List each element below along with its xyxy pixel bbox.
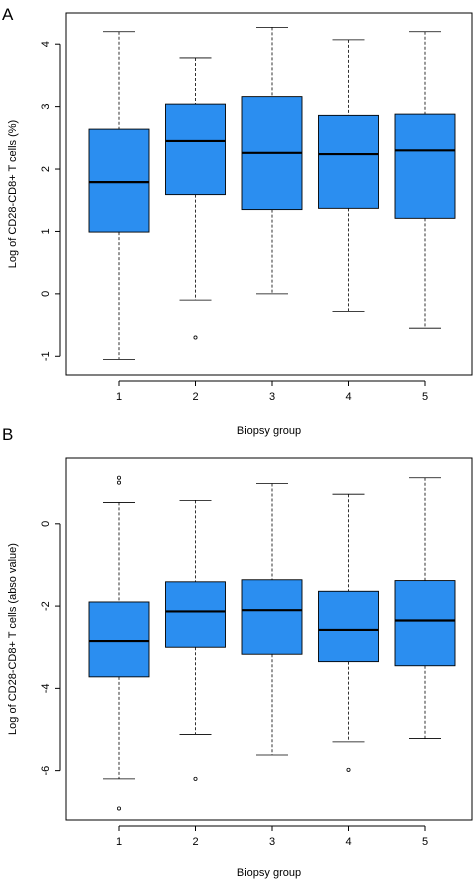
panel-b-label: B <box>2 425 13 444</box>
panel-b: B -6 -4 -2 0 1 2 3 4 5 Biopsy group Log of CD28… <box>2 425 473 879</box>
panel-a-box <box>165 103 226 196</box>
panel-b-y-tick-label: 0 <box>40 521 52 527</box>
panel-a-label: A <box>2 5 14 24</box>
panel-a-x-axis-title: Biopsy group <box>237 425 301 437</box>
panel-a: A -1 0 1 2 3 4 1 2 3 4 5 Biopsy group Log of CD28… <box>2 5 473 437</box>
panel-b-x-axis-title: Biopsy group <box>237 867 301 879</box>
panel-b-box-group-5 <box>394 477 456 739</box>
panel-a-box <box>394 113 456 219</box>
panel-b-box <box>88 601 150 678</box>
panel-a-box <box>88 128 150 233</box>
panel-a-y-tick-label: 2 <box>40 166 52 172</box>
panel-a-x-tick-label: 2 <box>192 391 198 403</box>
panel-b-y-axis: -6 -4 -2 0 <box>40 521 61 776</box>
panel-a-y-tick-label: 1 <box>40 228 52 234</box>
panel-b-box <box>241 579 303 655</box>
panel-a-box-group-2 <box>165 57 226 340</box>
panel-a-plot-frame <box>65 12 473 376</box>
panel-b-box-group-1 <box>88 475 150 811</box>
panel-b-box <box>318 590 379 663</box>
panel-a-box-group-1 <box>88 31 150 360</box>
panel-b-plot-frame <box>65 457 473 821</box>
panel-b-y-tick-label: -4 <box>40 683 52 693</box>
panel-b-y-tick-label: -2 <box>40 601 52 611</box>
panel-b-boxes <box>88 475 456 811</box>
panel-b-outlier-point <box>117 475 122 480</box>
panel-a-y-tick-label: -1 <box>40 351 52 361</box>
panel-b-x-tick-label: 1 <box>116 836 122 848</box>
panel-b-outlier-point <box>346 767 351 772</box>
panel-b-x-tick-label: 3 <box>269 836 275 848</box>
panel-b-outlier-point <box>117 806 122 811</box>
panel-b-box-group-2 <box>165 499 226 781</box>
panel-a-x-tick-label: 3 <box>269 391 275 403</box>
panel-b-x-axis: 1 2 3 4 5 <box>116 825 428 848</box>
panel-a-x-tick-label: 4 <box>345 391 351 403</box>
panel-b-y-tick-label: -6 <box>40 766 52 776</box>
panel-a-x-tick-label: 1 <box>116 391 122 403</box>
panel-a-y-axis-title: Log of CD28-CD8+ T cells (%) <box>7 120 19 268</box>
panel-b-x-tick-label: 2 <box>192 836 198 848</box>
panel-a-box-group-4 <box>318 39 379 312</box>
panel-b-box-group-3 <box>241 483 303 756</box>
panel-b-x-tick-label: 4 <box>345 836 351 848</box>
panel-b-box-group-4 <box>318 493 379 772</box>
panel-a-boxes <box>88 26 456 360</box>
panel-a-y-tick-label: 3 <box>40 104 52 110</box>
panel-a-box <box>318 114 379 209</box>
panel-a-box-group-3 <box>241 26 303 295</box>
panel-b-box <box>394 580 456 667</box>
panel-b-outlier-point <box>117 480 122 485</box>
panel-a-outlier-point <box>193 335 198 340</box>
panel-a-x-tick-label: 5 <box>422 391 428 403</box>
panel-a-y-axis: -1 0 1 2 3 4 <box>40 41 61 361</box>
panel-b-box <box>165 581 226 648</box>
panel-b-y-axis-title: Log of CD28-CD8+ T cells (abso value) <box>7 543 19 735</box>
panel-a-box-group-5 <box>394 31 456 329</box>
panel-a-y-tick-label: 0 <box>40 291 52 297</box>
panel-b-outlier-point <box>193 776 198 781</box>
panel-a-x-axis: 1 2 3 4 5 <box>116 380 428 403</box>
panel-a-y-tick-label: 4 <box>40 41 52 47</box>
panel-b-x-tick-label: 5 <box>422 836 428 848</box>
